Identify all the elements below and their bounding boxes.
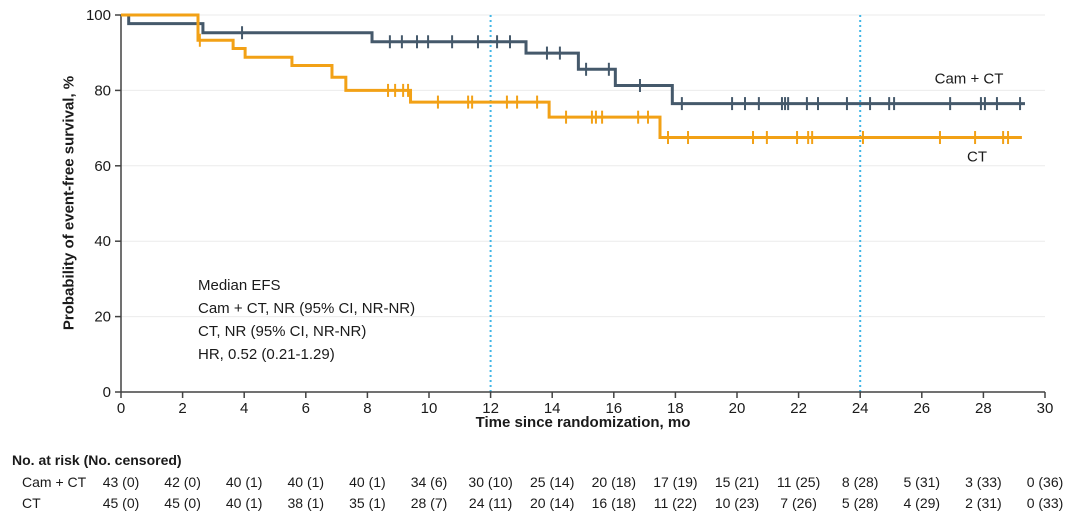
x-tick-label: 14 [544, 400, 561, 417]
risk-cell: 42 (0) [164, 474, 201, 490]
x-tick-label: 24 [852, 400, 869, 417]
y-axis-title: Probability of event-free survival, % [60, 75, 78, 331]
risk-cell: 5 (31) [903, 474, 941, 490]
annotation-ct-median: CT, NR (95% CI, NR-NR) [198, 323, 367, 340]
risk-cell: 43 (0) [102, 474, 140, 490]
x-tick-label: 4 [240, 400, 248, 417]
y-tick-label: 60 [94, 158, 111, 175]
risk-cell: 35 (1) [349, 495, 386, 511]
y-gridlines [121, 14, 1045, 318]
risk-row-ct: CT 45 (0) 45 (0) 40 (1) 38 (1) 35 (1) 28 (7) 24… [0, 495, 1080, 511]
y-tick-label: 100 [86, 7, 111, 24]
risk-cell: 40 (1) [349, 474, 386, 490]
risk-cell: 7 (26) [780, 495, 817, 511]
x-tick-label: 10 [421, 400, 438, 417]
x-tick-label: 16 [605, 400, 622, 417]
y-tick-label: 80 [94, 82, 111, 99]
censor-marks-ct [198, 33, 1010, 145]
x-tick-label: 20 [729, 400, 746, 417]
survival-curve-cam-ct [121, 13, 1025, 106]
series-label-ct: CT [967, 148, 987, 166]
risk-row-label: Cam + CT [22, 474, 87, 490]
risk-cell: 45 (0) [164, 495, 201, 511]
risk-cell: 28 (7) [410, 495, 448, 511]
risk-cell: 17 (19) [653, 474, 698, 490]
risk-cell: 34 (6) [410, 474, 448, 490]
y-tick-label: 20 [94, 309, 111, 326]
annotation-median-efs: Median EFS [198, 277, 281, 294]
x-tick-label: 30 [1037, 400, 1054, 417]
x-tick-label: 18 [667, 400, 684, 417]
y-tick-label: 0 [103, 384, 111, 401]
survival-curve-ct [121, 13, 1022, 140]
axes [115, 14, 1046, 398]
risk-cell: 20 (14) [530, 495, 575, 511]
x-tick-label: 12 [482, 400, 499, 417]
risk-row-label: CT [22, 495, 41, 511]
risk-cell: 40 (1) [225, 495, 263, 511]
risk-cell: 5 (28) [841, 495, 879, 511]
annotation-hazard-ratio: HR, 0.52 (0.21-1.29) [198, 346, 335, 363]
x-tick-label: 0 [117, 400, 125, 417]
stats-annotation: Median EFS Cam + CT, NR (95% CI, NR-NR) … [198, 274, 415, 366]
risk-cell: 2 (31) [965, 495, 1002, 511]
risk-cell: 3 (33) [965, 474, 1002, 490]
x-tick-label: 22 [790, 400, 807, 417]
risk-cell: 15 (21) [714, 474, 760, 490]
risk-cell: 11 (22) [653, 495, 698, 511]
risk-cell: 40 (1) [225, 474, 263, 490]
risk-cell: 4 (29) [903, 495, 941, 511]
risk-cell: 8 (28) [841, 474, 879, 490]
risk-row-cam-ct: Cam + CT 43 (0) 42 (0) 40 (1) 40 (1) 40 (1) 34… [0, 474, 1080, 490]
risk-cell: 25 (14) [530, 474, 575, 490]
risk-cell: 24 (11) [468, 495, 513, 511]
x-axis-title: Time since randomization, mo [475, 414, 691, 431]
risk-cell: 40 (1) [287, 474, 325, 490]
x-tick-label: 26 [913, 400, 930, 417]
x-tick-label: 2 [178, 400, 186, 417]
censor-marks-cam-ct [241, 26, 1022, 111]
x-tick-label: 6 [302, 400, 310, 417]
risk-cell: 30 (10) [468, 474, 513, 490]
risk-cell: 38 (1) [287, 495, 325, 511]
risk-table-header: No. at risk (No. censored) [12, 452, 182, 468]
risk-cell: 45 (0) [102, 495, 140, 511]
risk-cell: 0 (33) [1026, 495, 1064, 511]
risk-cell: 16 (18) [591, 495, 636, 511]
risk-cell: 0 (36) [1026, 474, 1064, 490]
y-tick-label: 40 [94, 233, 111, 250]
x-tick-label: 28 [975, 400, 992, 417]
risk-cell: 11 (25) [776, 474, 821, 490]
risk-cell: 10 (23) [714, 495, 760, 511]
series-label-cam-ct: Cam + CT [934, 70, 1004, 88]
annotation-cam-ct-median: Cam + CT, NR (95% CI, NR-NR) [198, 300, 416, 317]
x-tick-label: 8 [363, 400, 371, 417]
risk-cell: 20 (18) [591, 474, 636, 490]
